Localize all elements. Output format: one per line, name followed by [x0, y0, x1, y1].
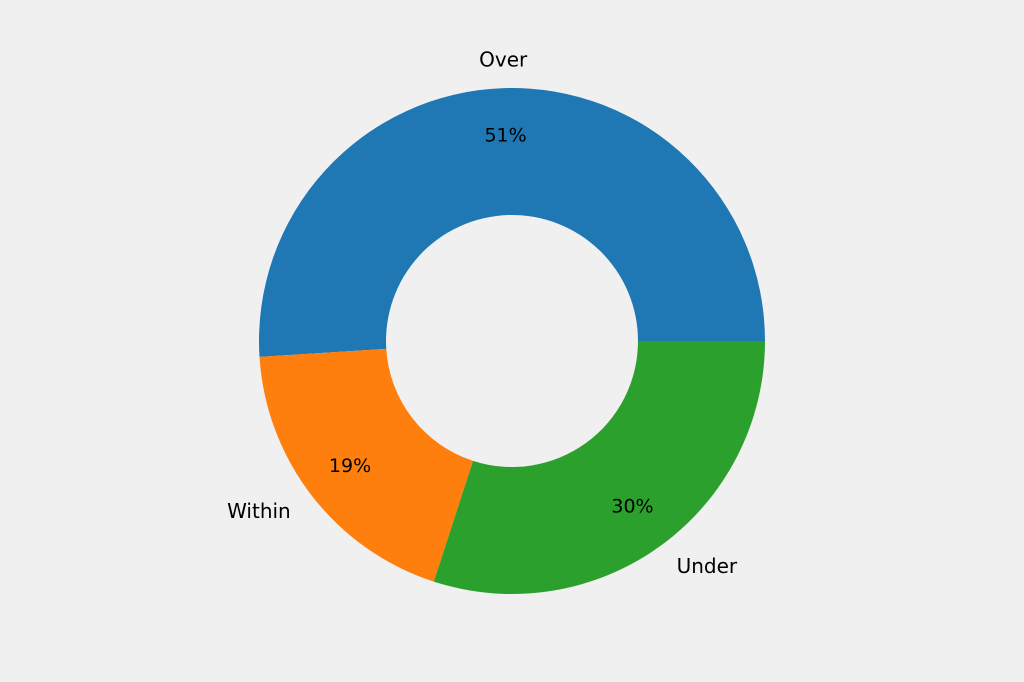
slice-under	[433, 341, 765, 595]
slice-over	[258, 87, 765, 357]
category-label-within: Within	[227, 499, 291, 523]
pct-label-within: 19%	[329, 455, 371, 477]
slice-within	[259, 348, 474, 582]
pct-label-under: 30%	[611, 495, 653, 517]
category-label-over: Over	[479, 48, 528, 72]
labels-layer: 51% Over 19% Within 30% Under	[227, 48, 738, 578]
slices-layer	[258, 87, 765, 595]
pct-label-over: 51%	[484, 125, 526, 147]
category-label-under: Under	[677, 554, 738, 578]
